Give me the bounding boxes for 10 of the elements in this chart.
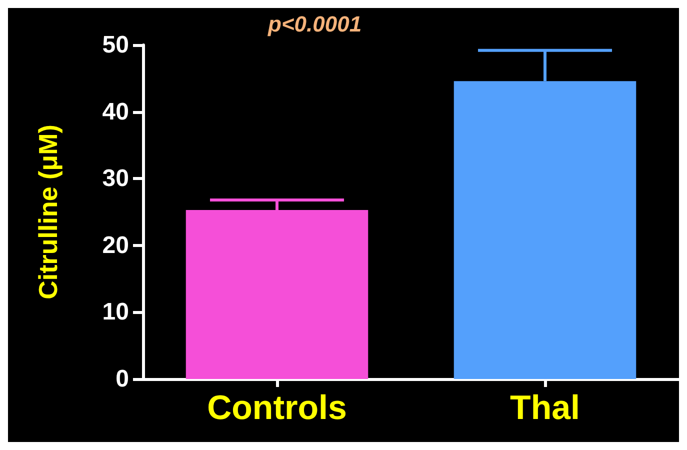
x-tick-label: Thal (510, 389, 580, 427)
y-tick-label: 10 (102, 298, 129, 326)
y-axis-title: Citrulline (μM) (33, 124, 63, 300)
x-tick-label: Controls (207, 389, 347, 427)
y-tick-label: 40 (102, 98, 129, 126)
text: p<0.0001 (267, 12, 362, 36)
y-tick-label: 30 (102, 165, 129, 192)
y-tick-label: 0 (116, 366, 129, 392)
y-tick-label: 50 (102, 32, 129, 58)
y-tick-label: 20 (102, 232, 129, 259)
